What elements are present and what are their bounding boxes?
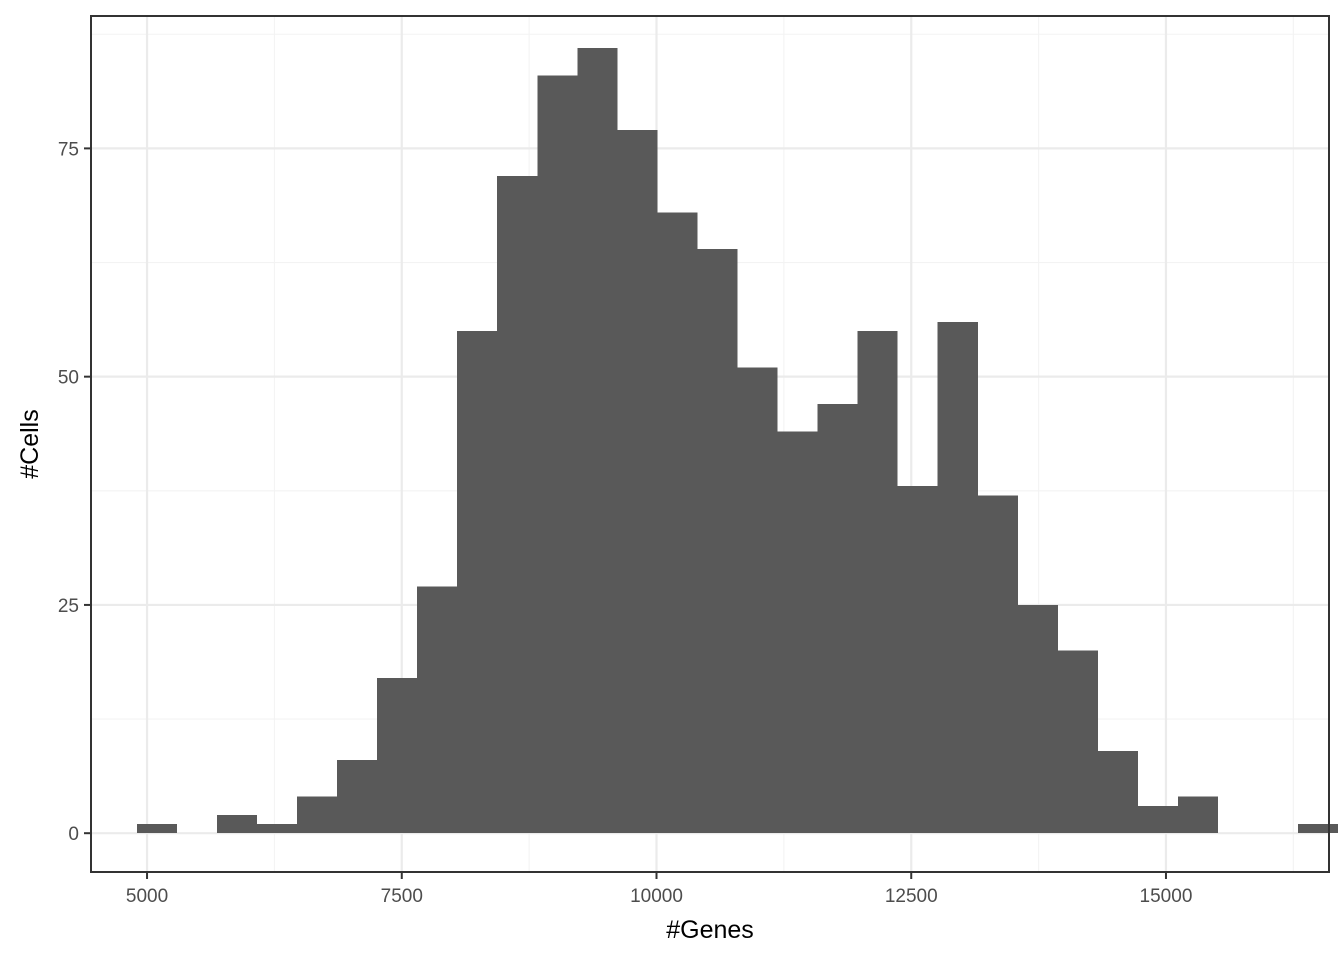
histogram-bar	[417, 586, 458, 834]
y-axis-ticks: 0 25 50 75	[58, 139, 91, 845]
histogram-bar	[256, 824, 298, 834]
histogram-bar	[337, 760, 378, 834]
x-axis-title: #Genes	[666, 916, 754, 944]
x-tick-label: 5000	[126, 886, 168, 907]
histogram-bar	[897, 486, 938, 834]
panel-border	[90, 15, 1330, 873]
y-tick-label: 25	[58, 596, 79, 617]
y-axis-title: #Cells	[16, 409, 44, 478]
histogram-bar	[1017, 604, 1058, 834]
x-tick-label: 7500	[381, 886, 423, 907]
histogram-bar	[1057, 650, 1098, 834]
x-axis-ticks: 5000 7500 10000 12500 15000	[126, 872, 1192, 907]
histogram-bar	[297, 796, 338, 834]
histogram-bars	[136, 47, 1339, 834]
histogram-bar	[497, 175, 538, 834]
histogram-bar	[216, 814, 257, 834]
histogram-bar	[857, 331, 898, 834]
histogram-bar	[1177, 796, 1219, 834]
histogram-bar	[1137, 805, 1178, 834]
x-tick-label: 12500	[885, 886, 938, 907]
histogram-bar	[1097, 751, 1138, 834]
histogram-bar	[657, 212, 698, 834]
histogram-bar	[537, 75, 578, 834]
histogram-bar	[457, 331, 498, 834]
histogram-bar	[777, 431, 818, 834]
histogram-bar	[977, 495, 1018, 834]
histogram-bar	[617, 130, 658, 834]
x-tick-label: 15000	[1140, 886, 1193, 907]
histogram-bar	[937, 321, 978, 834]
histogram-bar	[817, 404, 858, 834]
y-tick-label: 75	[58, 139, 79, 160]
histogram-bar	[377, 677, 418, 834]
histogram-bar	[1298, 824, 1339, 834]
y-tick-label: 50	[58, 368, 79, 389]
histogram-bar	[737, 367, 778, 834]
histogram-bar	[697, 248, 738, 834]
histogram-bar	[136, 824, 177, 834]
y-tick-label: 0	[68, 824, 79, 845]
histogram-bar	[577, 47, 618, 834]
x-tick-label: 10000	[630, 886, 683, 907]
